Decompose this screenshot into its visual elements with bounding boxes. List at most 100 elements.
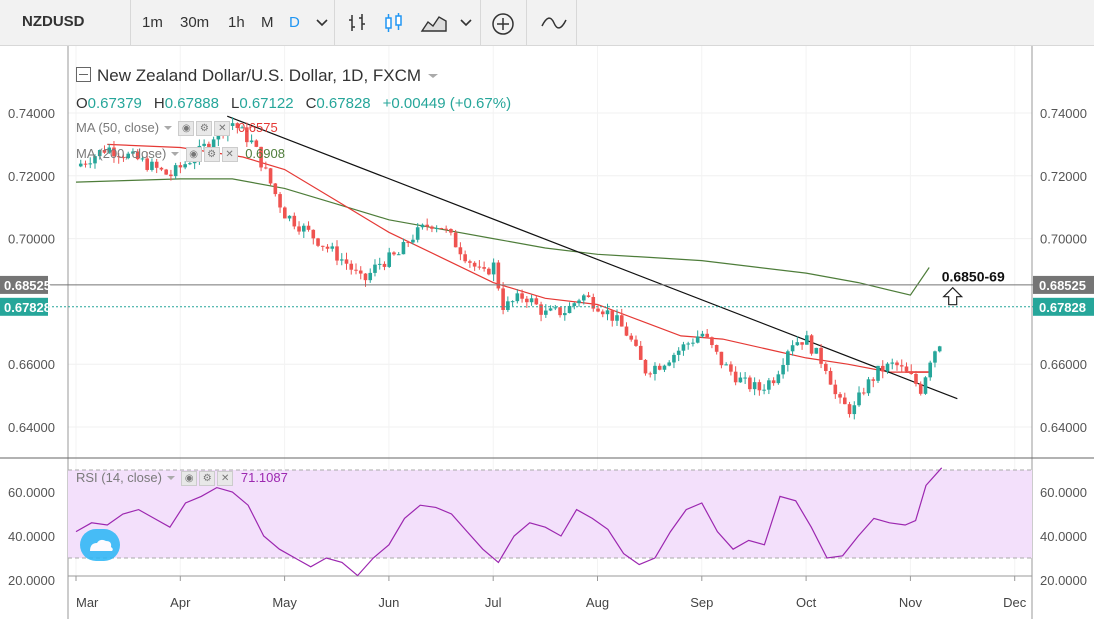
candle-body: [150, 161, 154, 170]
candle-body: [885, 363, 890, 372]
candle-body: [301, 225, 306, 232]
candle-body: [529, 298, 534, 303]
top-toolbar: NZDUSD 1m 30m 1h M D: [0, 0, 1094, 46]
candle-body: [757, 382, 762, 391]
candle-body: [800, 342, 804, 345]
time-tick-label: Aug: [586, 595, 609, 610]
candle-body: [824, 363, 828, 371]
chevron-down-icon[interactable]: [163, 124, 173, 132]
candle-body: [795, 342, 800, 346]
symbol-search-button[interactable]: NZDUSD: [22, 13, 85, 30]
area-chart-icon[interactable]: [420, 12, 448, 34]
candle-body: [145, 158, 149, 170]
candle-body: [705, 333, 709, 338]
eye-icon[interactable]: ◉: [178, 121, 195, 137]
collapse-legend-icon[interactable]: [76, 67, 91, 82]
left-rsi-tick-label: 40.0000: [8, 529, 55, 544]
bar-chart-icon[interactable]: [346, 12, 370, 34]
candle-body: [93, 156, 97, 164]
close-icon[interactable]: ✕: [214, 121, 231, 137]
eye-icon[interactable]: ◉: [185, 147, 202, 163]
tradingview-logo[interactable]: [80, 529, 120, 561]
candle-body: [719, 351, 724, 366]
chevron-down-icon[interactable]: [316, 18, 328, 28]
candle-body: [586, 295, 591, 298]
gear-icon[interactable]: ⚙: [199, 471, 216, 487]
candle-body: [415, 227, 420, 240]
candle-body: [847, 404, 852, 415]
candle-body: [743, 377, 747, 379]
candle-body: [83, 163, 88, 165]
candle-body: [245, 127, 249, 143]
close-icon[interactable]: ✕: [217, 471, 234, 487]
gear-icon[interactable]: ⚙: [203, 147, 220, 163]
candle-body: [320, 245, 325, 247]
candles-icon[interactable]: [382, 12, 406, 34]
candle-body: [700, 333, 705, 337]
right-price-tick-label: 0.66000: [1040, 357, 1087, 372]
candle-body: [548, 308, 553, 311]
chevron-down-icon[interactable]: [460, 18, 472, 28]
left-price-tick-label: 0.64000: [8, 420, 55, 435]
time-tick-label: Oct: [796, 595, 817, 610]
right-price-tick-label: 0.70000: [1040, 232, 1087, 247]
timeframe-1m-button[interactable]: 1m: [142, 14, 163, 31]
candle-body: [933, 351, 937, 363]
chevron-down-icon[interactable]: [427, 71, 439, 81]
left-price-tag-label: 0.68525: [4, 278, 51, 293]
timeframe-1h-button[interactable]: 1h: [228, 14, 245, 31]
candle-body: [468, 261, 472, 263]
candle-body: [572, 303, 577, 306]
time-tick-label: Jun: [378, 595, 399, 610]
candle-body: [805, 335, 809, 345]
ma200-legend: MA (200, close) ◉ ⚙ ✕ 0.6908: [76, 146, 285, 163]
timeframe-month-button[interactable]: M: [261, 14, 274, 31]
left-price-tag: [0, 297, 48, 316]
candle-body: [909, 371, 914, 374]
time-tick-label: Jul: [485, 595, 502, 610]
candle-body: [273, 183, 278, 195]
ohlc-close-value: 0.67828: [316, 95, 371, 112]
candle-body: [681, 344, 686, 351]
close-icon[interactable]: ✕: [221, 147, 238, 163]
candle-body: [771, 380, 776, 384]
gear-icon[interactable]: ⚙: [196, 121, 213, 137]
candle-body: [619, 315, 624, 327]
timeframe-day-button[interactable]: D: [289, 14, 300, 31]
time-tick-label: Sep: [690, 595, 713, 610]
compare-icon[interactable]: [540, 14, 568, 32]
candle-body: [316, 238, 320, 246]
downtrend-line[interactable]: [227, 115, 958, 400]
candle-body: [449, 229, 453, 233]
candle-body: [477, 266, 482, 268]
candle-body: [591, 297, 596, 309]
chart-legend-title: New Zealand Dollar/U.S. Dollar, 1D, FXCM: [76, 66, 439, 86]
add-indicator-icon[interactable]: [491, 12, 515, 36]
timeframe-30m-button[interactable]: 30m: [180, 14, 210, 31]
candle-body: [563, 313, 567, 316]
candle-body: [786, 351, 790, 365]
candle-body: [349, 263, 354, 270]
candle-body: [861, 392, 866, 394]
candle-body: [880, 365, 885, 372]
candle-body: [752, 382, 757, 390]
candle-body: [890, 362, 895, 364]
eye-icon[interactable]: ◉: [181, 471, 198, 487]
candle-body: [406, 242, 410, 244]
ma50-label: MA (50, close): [76, 120, 160, 135]
candle-body: [904, 366, 909, 372]
candle-body: [373, 264, 377, 273]
chart-axes: 0.74000 0.74000 0.72000 0.72000 0.70000 0.700…: [8, 106, 1087, 610]
left-price-tick-label: 0.74000: [8, 106, 55, 121]
candle-body: [159, 167, 164, 170]
candle-body: [615, 315, 619, 321]
cloud-icon: [90, 539, 113, 551]
candle-body: [539, 304, 543, 315]
chevron-down-icon[interactable]: [170, 150, 180, 158]
candle-body: [819, 347, 823, 364]
right-price-tick-label: 0.74000: [1040, 106, 1087, 121]
trendline[interactable]: [227, 115, 958, 400]
chevron-down-icon[interactable]: [166, 474, 176, 482]
time-tick-label: Dec: [1003, 595, 1027, 610]
